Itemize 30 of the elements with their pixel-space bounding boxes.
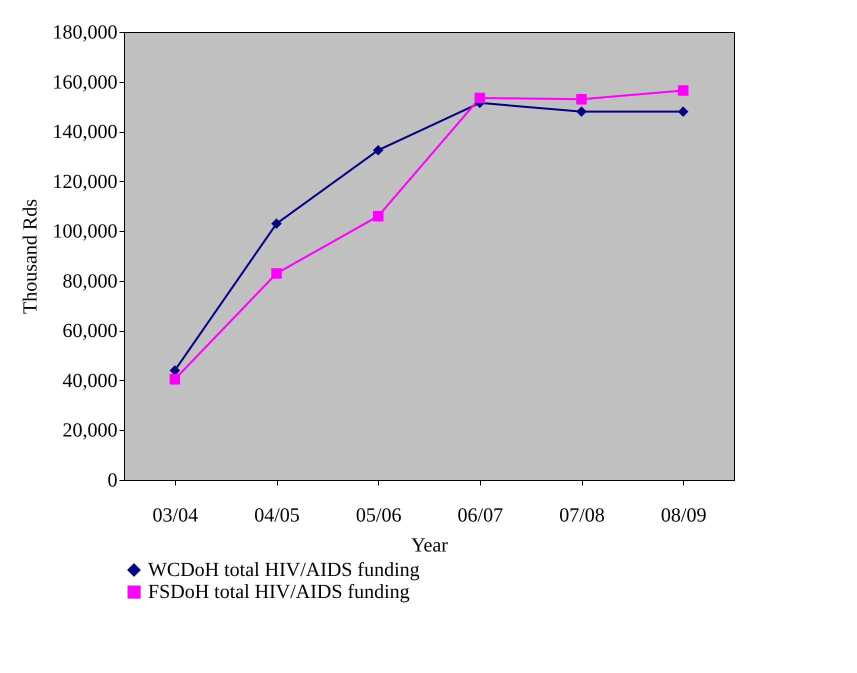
y-tick-label: 40,000	[62, 370, 118, 392]
point	[170, 374, 180, 384]
point	[678, 106, 688, 117]
point	[271, 218, 282, 229]
x-tick-label: 04/05	[254, 504, 300, 526]
y-tick-label: 160,000	[52, 71, 118, 94]
x-tick-label: 08/09	[660, 504, 706, 526]
y-tick-label: 0	[108, 470, 118, 492]
y-tick-label: 20,000	[62, 420, 118, 442]
point	[372, 144, 384, 156]
y-tick-label: 180,000	[52, 22, 118, 44]
y-tick-label: 140,000	[52, 121, 118, 144]
x-tick-label: 05/06	[356, 504, 402, 526]
x-tick-label: 03/04	[152, 504, 198, 526]
point	[576, 94, 587, 104]
legend-label: FSDoH total HIV/AIDS funding	[148, 581, 410, 603]
point	[678, 85, 688, 96]
y-tick-label: 100,000	[52, 220, 118, 243]
point	[271, 268, 282, 279]
x-tick-label: 06/07	[458, 504, 504, 526]
y-tick-label: 60,000	[62, 320, 118, 342]
y-tick-label: 80,000	[62, 270, 118, 292]
y-tick-label: 120,000	[52, 170, 118, 193]
legend-label: WCDoH total HIV/AIDS funding	[148, 559, 420, 581]
x-tick-label: 07/08	[559, 504, 605, 526]
point	[372, 210, 384, 222]
x-axis-title: Year	[411, 534, 448, 556]
point	[576, 106, 587, 117]
y-axis-title: Thousand Rds	[20, 198, 42, 314]
point	[474, 92, 486, 104]
